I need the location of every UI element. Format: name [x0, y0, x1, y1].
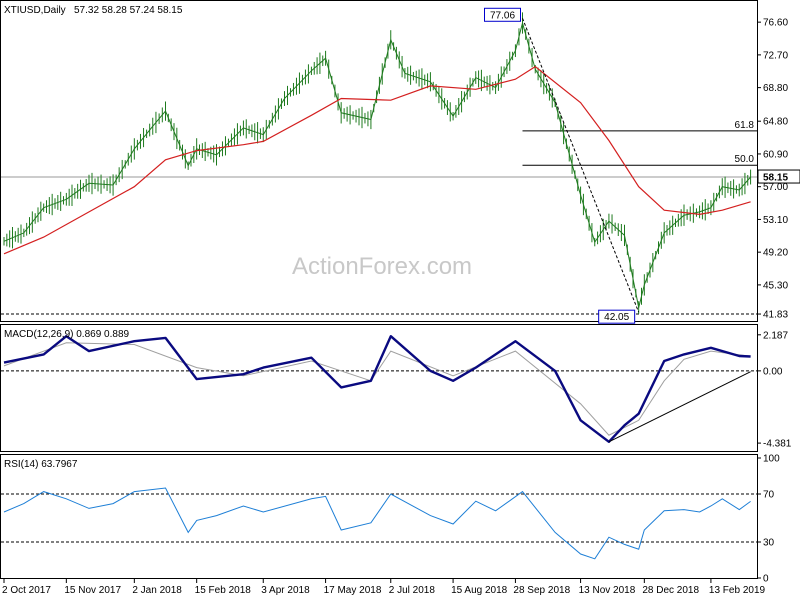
y-tick-label: 49.20 — [763, 248, 788, 259]
y-tick-label: -4.381 — [763, 439, 792, 450]
x-tick-label: 2 Jan 2018 — [132, 585, 182, 596]
chart-ohlc: 57.32 58.28 57.24 58.15 — [74, 5, 183, 16]
x-tick-label: 15 Aug 2018 — [451, 585, 508, 596]
y-tick-label: 72.70 — [763, 50, 788, 61]
fib-level-label: 61.8 — [735, 120, 755, 131]
y-tick-label: 0 — [763, 574, 769, 585]
y-tick-label: 41.83 — [763, 310, 788, 321]
y-tick-label: 76.60 — [763, 18, 788, 29]
fib-level-label: 50.0 — [735, 154, 755, 165]
x-tick-label: 2 Jul 2018 — [389, 585, 436, 596]
swing-connector — [522, 18, 640, 313]
x-tick-label: 3 Apr 2018 — [261, 585, 310, 596]
price-y-axis: 76.60 72.70 68.80 64.80 60.90 57.00 53.10 49.20… — [757, 18, 800, 321]
x-tick-label: 28 Dec 2018 — [642, 585, 699, 596]
y-tick-label: 60.90 — [763, 149, 788, 160]
macd-line — [3, 335, 751, 443]
watermark: ActionForex.com — [292, 253, 472, 280]
price-annotations: 77.06 42.05 — [484, 7, 640, 324]
macd-signal-line — [3, 342, 751, 436]
swing-high-label: 77.06 — [490, 10, 515, 21]
y-tick-label: 64.80 — [763, 117, 788, 128]
y-tick-label: 30 — [763, 538, 775, 549]
chart-symbol: XTIUSD,Daily — [4, 5, 66, 16]
x-tick-label: 15 Nov 2017 — [64, 585, 121, 596]
last-price-label: 58.15 — [763, 173, 788, 184]
y-tick-label: 45.30 — [763, 280, 788, 291]
y-tick-label: 53.10 — [763, 215, 788, 226]
y-tick-label: 57.00 — [763, 182, 788, 193]
y-tick-label: 70 — [763, 490, 775, 501]
x-tick-label: 28 Sep 2018 — [513, 585, 570, 596]
x-tick-label: 2 Oct 2017 — [2, 585, 51, 596]
x-tick-label: 13 Feb 2019 — [709, 585, 766, 596]
x-tick-label: 15 Feb 2018 — [195, 585, 252, 596]
price-close-line — [3, 21, 751, 308]
x-tick-label: 17 May 2018 — [324, 585, 382, 596]
moving-average-line — [3, 65, 751, 255]
swing-low-box — [598, 309, 636, 324]
x-tick-label: 13 Nov 2018 — [579, 585, 636, 596]
price-panel-frame — [0, 0, 758, 322]
macd-title: MACD(12,26,9) 0.869 0.889 — [4, 329, 130, 340]
price-reference-lines: 61.8 50.0 — [1, 120, 757, 315]
last-price-box — [757, 169, 800, 184]
rsi-y-axis: 100 70 30 0 — [757, 454, 780, 585]
y-tick-label: 68.80 — [763, 83, 788, 94]
macd-y-axis: 2.187 0.00 -4.381 — [757, 330, 792, 450]
swing-high-box — [484, 7, 521, 22]
y-tick-label: 2.187 — [763, 330, 788, 341]
rsi-reference-lines — [1, 493, 757, 543]
swing-low-label: 42.05 — [604, 312, 629, 323]
y-tick-label: 0.00 — [763, 366, 783, 377]
rsi-line — [3, 487, 751, 560]
rsi-title: RSI(14) 63.7967 — [4, 459, 78, 470]
macd-panel-frame — [0, 324, 758, 452]
x-axis: 2 Oct 2017 15 Nov 2017 2 Jan 2018 15 Feb 20… — [2, 579, 766, 596]
y-tick-label: 100 — [763, 454, 780, 465]
macd-trendline — [608, 371, 751, 443]
rsi-panel-frame — [0, 454, 758, 579]
